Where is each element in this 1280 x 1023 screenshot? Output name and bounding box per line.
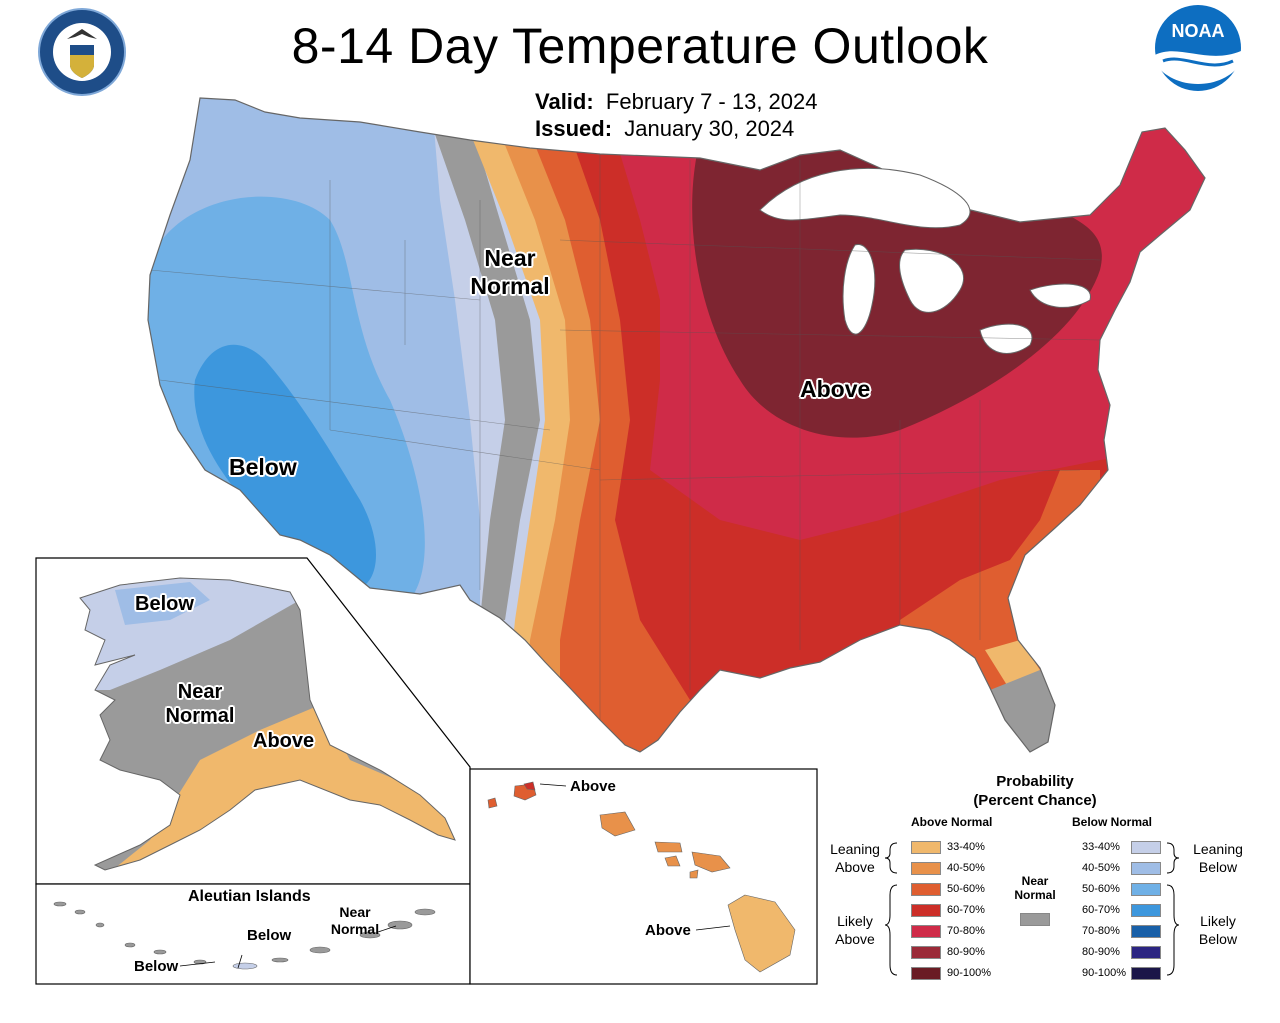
- legend-below-range: 70-80%: [1082, 925, 1120, 937]
- ak-near-line1: Near: [177, 681, 223, 703]
- legend-near-swatch: [1020, 913, 1050, 926]
- likely-above-line1: Likely: [837, 913, 873, 929]
- legend-title-line1: Probability: [996, 773, 1074, 790]
- legend-leaning-above: Leaning Above: [822, 840, 888, 876]
- legend-leaning-below: Leaning Below: [1185, 840, 1251, 876]
- ak-above-label: Above: [253, 730, 315, 752]
- aleutian-pointers: [179, 925, 397, 969]
- valid-label: Valid:: [535, 89, 594, 114]
- conus-near-normal-label: Near Normal: [460, 244, 560, 300]
- ak-near-normal-label: Near Normal: [150, 680, 250, 728]
- leaning-above-line1: Leaning: [830, 841, 880, 857]
- great-lakes: [759, 167, 1091, 354]
- legend-above-range: 90-100%: [947, 967, 992, 979]
- state-boundaries: [149, 150, 1101, 720]
- noaa-logo-icon: NOAA: [1155, 5, 1241, 91]
- legend-below-swatch: [1131, 925, 1161, 938]
- legend-above-swatch: [911, 967, 941, 980]
- legend-below-swatch: [1131, 967, 1161, 980]
- conus-below-label: Below: [229, 454, 297, 480]
- legend-likely-above: Likely Above: [822, 912, 888, 948]
- legend-likely-below: Likely Below: [1185, 912, 1251, 948]
- aleutian-below-label-2: Below: [134, 958, 179, 975]
- legend-below-swatch: [1131, 841, 1161, 854]
- legend-above-swatch: [911, 946, 941, 959]
- legend-below-swatch: [1131, 862, 1161, 875]
- conus-above-label: Above: [800, 376, 871, 402]
- conus-near-line1: Near: [484, 245, 536, 271]
- legend-above-range: 33-40%: [947, 841, 985, 853]
- legend-below-range: 33-40%: [1082, 841, 1120, 853]
- issued-label: Issued:: [535, 116, 613, 141]
- legend-below-range: 40-50%: [1082, 862, 1120, 874]
- legend-above-swatch: [911, 862, 941, 875]
- aleutian-near-normal-label: Near Normal: [325, 904, 385, 938]
- legend-above-range: 60-70%: [947, 904, 985, 916]
- hawaii-pointers: [539, 783, 731, 931]
- legend-above-header: Above Normal: [911, 815, 993, 829]
- valid-dates: Valid: February 7 - 13, 2024: [535, 89, 818, 115]
- legend-below-swatch: [1131, 946, 1161, 959]
- legend-above-swatch: [911, 925, 941, 938]
- aleutian-below-label-1: Below: [247, 927, 292, 944]
- ak-near-line2: Normal: [165, 705, 235, 727]
- hi-above-label-1: Above: [570, 778, 616, 795]
- legend-above-swatch: [911, 904, 941, 917]
- leaning-above-line2: Above: [835, 859, 875, 875]
- noaa-logo-text: NOAA: [1172, 21, 1225, 41]
- page-title: 8-14 Day Temperature Outlook: [291, 18, 989, 74]
- legend-above-swatch: [911, 841, 941, 854]
- likely-above-line2: Above: [835, 931, 875, 947]
- legend-near-header: Near Normal: [1010, 874, 1060, 902]
- issued-date: Issued: January 30, 2024: [535, 116, 794, 142]
- conus-near-line2: Normal: [470, 273, 550, 299]
- conus-outline: [147, 97, 1206, 753]
- aleutian-title: Aleutian Islands: [188, 888, 311, 905]
- issued-value: January 30, 2024: [624, 116, 795, 141]
- legend-near-line1: Near: [1021, 874, 1049, 888]
- alaska-outline: [79, 577, 456, 871]
- likely-below-line2: Below: [1198, 931, 1238, 947]
- aleutian-near-line2: Normal: [330, 921, 380, 937]
- legend-near-line2: Normal: [1014, 888, 1056, 902]
- legend-below-range: 80-90%: [1082, 946, 1120, 958]
- legend-title-line2: (Percent Chance): [973, 792, 1097, 809]
- legend-above-swatch: [911, 883, 941, 896]
- legend-below-header: Below Normal: [1072, 815, 1153, 829]
- legend-above-range: 40-50%: [947, 862, 985, 874]
- valid-value: February 7 - 13, 2024: [605, 89, 818, 114]
- aleutian-near-line1: Near: [339, 904, 371, 920]
- legend-above-range: 70-80%: [947, 925, 985, 937]
- ak-below-label: Below: [135, 593, 194, 615]
- leaning-below-line1: Leaning: [1193, 841, 1243, 857]
- legend-below-range: 90-100%: [1082, 967, 1127, 979]
- legend-below-range: 60-70%: [1082, 904, 1120, 916]
- legend-below-swatch: [1131, 904, 1161, 917]
- hi-above-label-2: Above: [645, 922, 691, 939]
- legend-above-range: 50-60%: [947, 883, 985, 895]
- hawaii-islands: [487, 781, 796, 973]
- doc-seal-icon: [38, 8, 126, 96]
- leaning-below-line2: Below: [1198, 859, 1238, 875]
- legend-above-range: 80-90%: [947, 946, 985, 958]
- legend-below-range: 50-60%: [1082, 883, 1120, 895]
- legend-below-swatch: [1131, 883, 1161, 896]
- likely-below-line1: Likely: [1200, 913, 1236, 929]
